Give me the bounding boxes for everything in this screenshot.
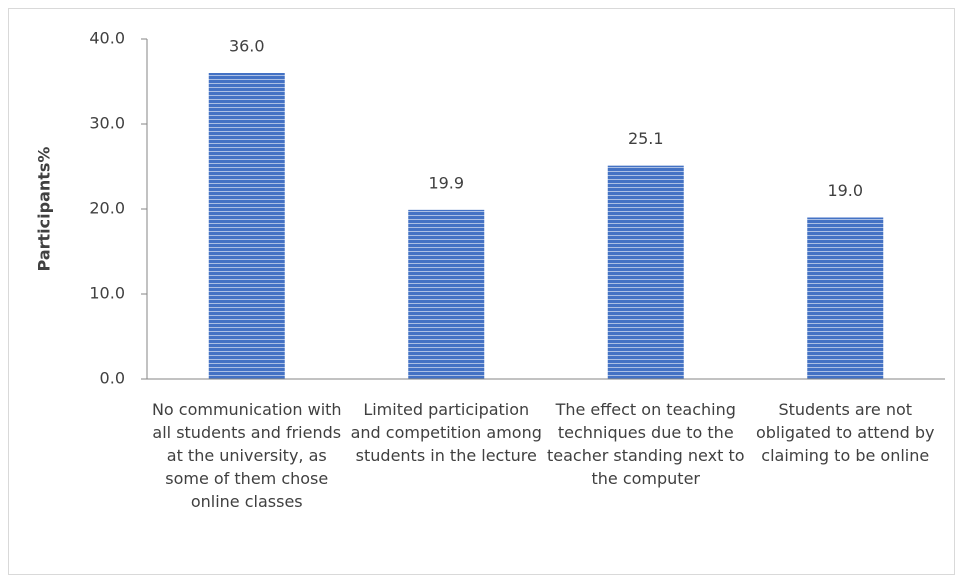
value-label: 19.9: [428, 173, 464, 192]
x-tick-label: No communication with all students and f…: [151, 400, 342, 511]
bar: [408, 209, 485, 379]
x-tick-label: The effect on teaching techniques due to…: [547, 400, 745, 488]
y-tick-label: 20.0: [89, 199, 125, 218]
y-tick-label: 30.0: [89, 114, 125, 133]
bar: [607, 165, 684, 379]
value-label: 25.1: [628, 129, 664, 148]
y-tick-label: 10.0: [89, 284, 125, 303]
y-tick-label: 0.0: [100, 369, 125, 388]
chart-border: [8, 8, 955, 575]
value-label: 36.0: [229, 37, 265, 56]
bar: [807, 217, 884, 379]
y-tick-label: 40.0: [89, 29, 125, 48]
bar: [208, 73, 285, 379]
x-tick-label: Limited participation and competition am…: [350, 400, 542, 465]
x-tick-label: Students are not obligated to attend by …: [755, 400, 935, 465]
y-axis-label: Participants%: [35, 147, 54, 272]
value-label: 19.0: [827, 181, 863, 200]
